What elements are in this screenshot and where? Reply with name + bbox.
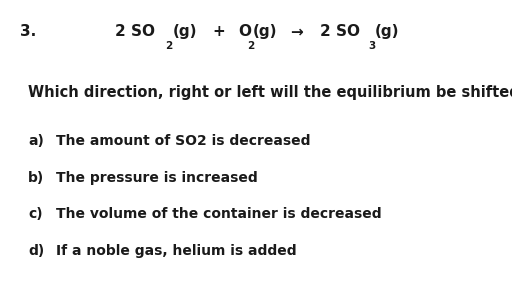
Text: (g): (g) — [252, 24, 277, 40]
Text: If a noble gas, helium is added: If a noble gas, helium is added — [56, 244, 297, 258]
Text: The amount of SO2 is decreased: The amount of SO2 is decreased — [56, 134, 311, 148]
Text: +: + — [212, 24, 225, 40]
Text: 2 SO: 2 SO — [115, 24, 155, 40]
Text: b): b) — [28, 171, 45, 185]
Text: d): d) — [28, 244, 45, 258]
Text: 3.: 3. — [20, 24, 37, 40]
Text: (g): (g) — [173, 24, 197, 40]
Text: O: O — [238, 24, 251, 40]
Text: Which direction, right or left will the equilibrium be shifted if:: Which direction, right or left will the … — [28, 85, 512, 100]
Text: (g): (g) — [374, 24, 399, 40]
Text: 2 SO: 2 SO — [320, 24, 360, 40]
Text: →: → — [290, 24, 303, 40]
Text: 2: 2 — [247, 41, 254, 50]
Text: 2: 2 — [165, 41, 172, 50]
Text: c): c) — [28, 207, 43, 221]
Text: 3: 3 — [369, 41, 376, 50]
Text: The volume of the container is decreased: The volume of the container is decreased — [56, 207, 382, 221]
Text: The pressure is increased: The pressure is increased — [56, 171, 258, 185]
Text: a): a) — [28, 134, 44, 148]
